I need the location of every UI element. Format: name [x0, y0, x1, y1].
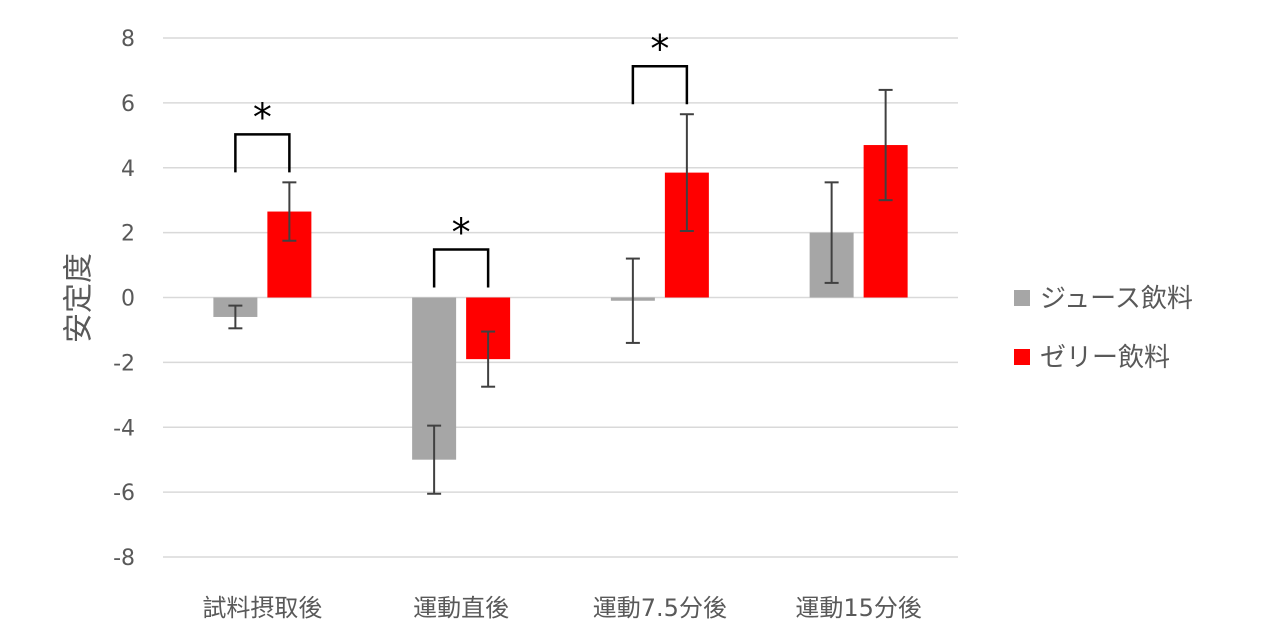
significance-markers: * * *	[234, 27, 689, 288]
significance-asterisk: *	[253, 95, 272, 139]
error-bars	[228, 88, 893, 495]
y-tick-label: -6	[113, 481, 135, 506]
y-tick-label: -8	[113, 546, 135, 571]
error-bar	[679, 113, 694, 233]
x-category-label: 運動直後	[413, 594, 509, 622]
error-bar	[228, 304, 243, 330]
x-category-label: 試料摂取後	[202, 594, 322, 622]
error-bar	[427, 424, 442, 495]
y-tick-label: -2	[113, 351, 135, 376]
error-bar	[824, 181, 839, 284]
y-tick-label: 2	[121, 222, 135, 247]
y-tick-label: -4	[113, 416, 135, 441]
significance-bracket: *	[631, 27, 689, 105]
legend-swatch	[1014, 290, 1030, 306]
y-tick-label: 0	[121, 287, 135, 312]
y-axis-label: 安定度	[62, 253, 97, 343]
y-tick-label: 6	[121, 92, 135, 117]
x-axis-categories: 試料摂取後 運動直後 運動7.5分後 運動15分後	[202, 594, 922, 622]
legend-item: ゼリー飲料	[1014, 343, 1170, 373]
x-category-label: 運動7.5分後	[593, 594, 727, 622]
y-tick-label: 8	[121, 27, 135, 52]
legend-label: ゼリー飲料	[1040, 343, 1170, 373]
bracket-line	[631, 64, 689, 105]
bars	[213, 145, 908, 460]
y-axis-ticks: 8 6 4 2 0 -2 -4 -6 -8	[113, 27, 135, 571]
y-tick-label: 4	[121, 157, 135, 182]
error-bar	[625, 257, 640, 344]
bracket-line	[432, 248, 490, 288]
error-bar	[481, 330, 496, 388]
x-category-label: 運動15分後	[795, 594, 922, 622]
legend-label: ジュース飲料	[1040, 284, 1193, 314]
significance-bracket: *	[234, 95, 291, 173]
legend-item: ジュース飲料	[1014, 284, 1193, 314]
significance-asterisk: *	[452, 211, 471, 255]
error-bar	[878, 88, 893, 202]
legend-swatch	[1014, 349, 1030, 365]
significance-bracket: *	[432, 211, 490, 288]
significance-asterisk: *	[650, 27, 669, 71]
bracket-line	[234, 133, 291, 173]
error-bar	[282, 181, 297, 242]
